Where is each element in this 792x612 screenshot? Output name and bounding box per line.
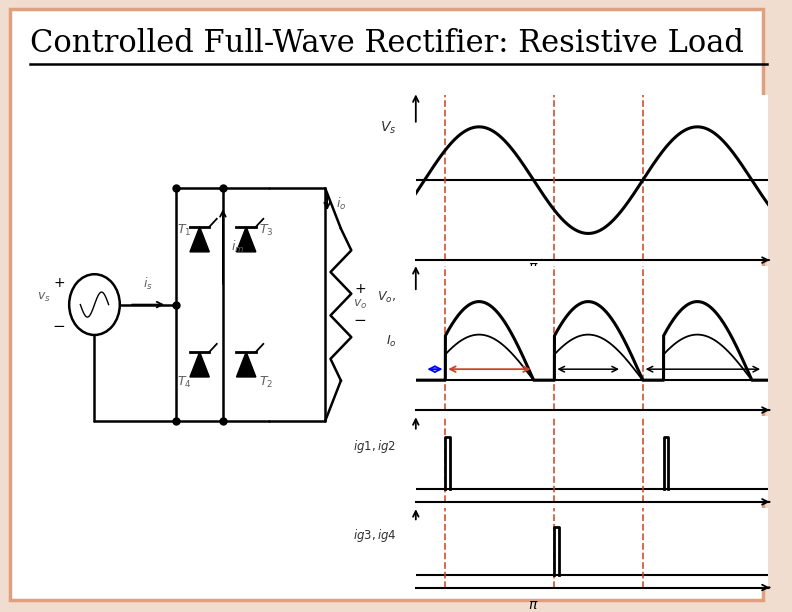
Text: −: − xyxy=(53,318,66,334)
Text: $T_1$: $T_1$ xyxy=(177,223,192,239)
Text: $i_s$: $i_s$ xyxy=(143,276,153,292)
Polygon shape xyxy=(190,227,209,252)
Text: +: + xyxy=(53,276,65,290)
Text: T1,T2
on: T1,T2 on xyxy=(476,444,503,466)
Text: $\pi$: $\pi$ xyxy=(529,419,539,431)
FancyBboxPatch shape xyxy=(10,9,763,600)
Text: $\alpha$: $\alpha$ xyxy=(440,419,451,431)
Text: $T_3$: $T_3$ xyxy=(259,223,274,239)
Polygon shape xyxy=(190,352,209,377)
Text: $i_m$: $i_m$ xyxy=(231,239,245,255)
Text: $\pi$: $\pi$ xyxy=(528,260,539,274)
Text: $\pi$: $\pi$ xyxy=(528,598,539,612)
Text: $T_4$: $T_4$ xyxy=(177,375,192,390)
Text: −: − xyxy=(354,313,367,328)
Text: $2\pi{-}\alpha$: $2\pi{-}\alpha$ xyxy=(606,419,638,431)
Circle shape xyxy=(683,532,756,588)
Text: $\pi$: $\pi$ xyxy=(528,513,539,527)
Polygon shape xyxy=(237,227,256,252)
Text: $v_s$: $v_s$ xyxy=(37,291,51,304)
Text: $V_s$: $V_s$ xyxy=(380,120,397,136)
Text: $i_o$: $i_o$ xyxy=(337,196,347,212)
Text: $v_o$: $v_o$ xyxy=(353,298,367,311)
Text: $ig3, ig4$: $ig3, ig4$ xyxy=(352,528,397,544)
Text: $\pi{+}\alpha$: $\pi{+}\alpha$ xyxy=(541,419,568,431)
Text: T3,T4
on: T3,T4 on xyxy=(575,444,602,466)
Text: +: + xyxy=(355,282,366,296)
Polygon shape xyxy=(237,352,256,377)
Text: $ig1, ig2$: $ig1, ig2$ xyxy=(353,438,397,455)
Text: $V_o,$: $V_o,$ xyxy=(378,290,397,305)
Text: $I_o$: $I_o$ xyxy=(386,334,397,349)
Text: $T_2$: $T_2$ xyxy=(259,375,273,390)
Text: Controlled Full-Wave Rectifier: Resistive Load: Controlled Full-Wave Rectifier: Resistiv… xyxy=(30,28,744,59)
